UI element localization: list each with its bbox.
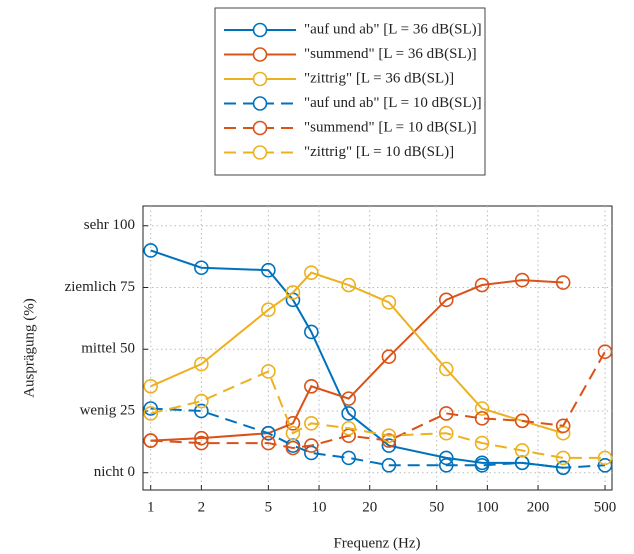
plot-frame — [142, 205, 613, 491]
series-line — [150, 279, 564, 442]
marker — [194, 393, 209, 409]
marker — [514, 413, 530, 429]
marker — [261, 302, 276, 318]
legend-marker — [252, 47, 268, 62]
marker — [285, 425, 301, 441]
marker — [438, 458, 454, 473]
legend-label: "zittrig" [L = 36 dB(SL)] — [304, 70, 454, 86]
marker — [304, 416, 319, 431]
marker — [381, 438, 397, 453]
marker — [597, 344, 613, 360]
marker — [381, 295, 397, 310]
series-line — [150, 370, 606, 459]
y-tick-label: mittel 50 — [81, 341, 135, 357]
marker — [381, 458, 397, 473]
marker — [474, 277, 490, 293]
marker — [597, 450, 613, 466]
legend-marker — [252, 145, 268, 160]
x-tick-label: 5 — [265, 499, 273, 515]
marker — [514, 443, 530, 458]
marker — [474, 435, 490, 451]
legend-marker — [252, 22, 268, 38]
marker — [341, 277, 356, 293]
marker — [143, 406, 159, 421]
series-line — [150, 407, 606, 469]
series-line — [150, 249, 564, 469]
marker — [143, 401, 159, 416]
x-axis-label: Frequenz (Hz) — [333, 535, 420, 551]
x-tick-label: 500 — [594, 499, 617, 515]
marker — [438, 292, 454, 308]
legend-label: "auf und ab" [L = 36 dB(SL)] — [304, 21, 482, 37]
y-tick-label: wenig 25 — [80, 402, 135, 418]
marker — [261, 364, 276, 379]
marker — [341, 406, 356, 421]
marker — [143, 433, 159, 448]
marker — [143, 378, 159, 394]
marker — [341, 450, 356, 466]
y-axis-label: Ausprägung (%) — [21, 298, 37, 398]
x-tick-label: 50 — [429, 499, 444, 515]
x-tick-label: 20 — [362, 499, 377, 515]
marker — [341, 420, 356, 436]
marker — [438, 425, 454, 441]
x-tick-label: 1 — [147, 499, 155, 515]
marker — [261, 425, 276, 441]
marker — [381, 349, 397, 364]
marker — [474, 411, 490, 426]
marker — [194, 403, 209, 419]
x-tick-label: 10 — [312, 499, 327, 515]
marker — [341, 391, 356, 406]
marker — [438, 406, 454, 421]
legend-label: "summend" [L = 36 dB(SL)] — [304, 46, 477, 62]
marker — [304, 265, 319, 280]
marker — [143, 243, 159, 258]
legend-label: "summend" [L = 10 dB(SL)] — [304, 119, 477, 135]
marker — [261, 435, 276, 451]
legend-label: "auf und ab" [L = 10 dB(SL)] — [304, 95, 482, 111]
marker — [438, 361, 454, 377]
x-tick-label: 200 — [527, 499, 550, 515]
legend-marker — [252, 96, 268, 111]
marker — [285, 416, 301, 431]
marker — [304, 378, 319, 394]
y-tick-label: sehr 100 — [84, 217, 135, 233]
marker — [194, 356, 209, 372]
legend-label: "zittrig" [L = 10 dB(SL)] — [304, 144, 454, 160]
marker — [514, 272, 530, 288]
y-tick-label: nicht 0 — [94, 464, 135, 480]
marker — [597, 458, 613, 473]
marker — [304, 324, 319, 340]
marker — [194, 260, 209, 276]
marker — [381, 428, 397, 443]
series-line — [150, 271, 564, 435]
marker — [194, 430, 209, 446]
marker — [381, 433, 397, 448]
series-line — [150, 351, 606, 450]
marker — [474, 401, 490, 416]
marker — [555, 450, 571, 466]
marker — [555, 418, 571, 434]
marker — [285, 440, 301, 456]
y-tick-label: ziemlich 75 — [65, 279, 135, 295]
x-tick-label: 2 — [198, 499, 206, 515]
marker — [555, 460, 571, 476]
legend-marker — [252, 120, 268, 136]
marker — [555, 275, 571, 290]
marker — [261, 262, 276, 278]
legend-marker — [252, 71, 268, 87]
marker — [304, 438, 319, 453]
marker — [285, 285, 301, 300]
x-tick-label: 100 — [476, 499, 499, 515]
marker — [194, 435, 209, 451]
marker — [474, 458, 490, 473]
